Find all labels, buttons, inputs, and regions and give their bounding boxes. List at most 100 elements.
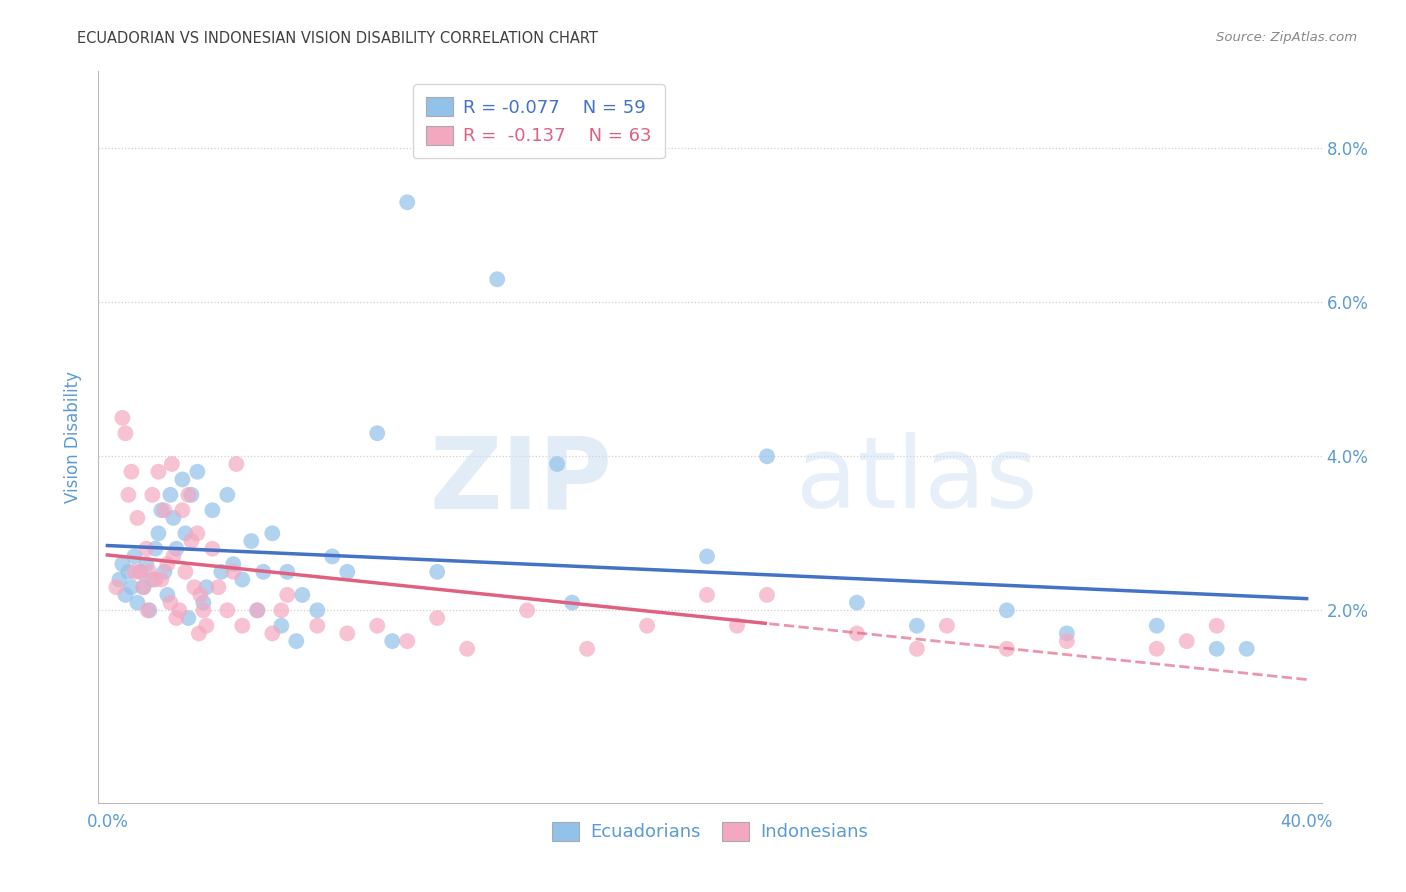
Point	[165, 611, 187, 625]
Point	[307, 618, 329, 632]
Point	[114, 588, 136, 602]
Point	[246, 603, 269, 617]
Point	[141, 488, 163, 502]
Point	[845, 626, 868, 640]
Point	[285, 634, 308, 648]
Point	[576, 641, 599, 656]
Point	[120, 580, 142, 594]
Point	[188, 588, 212, 602]
Point	[145, 541, 167, 556]
Point	[366, 426, 388, 441]
Point	[127, 596, 149, 610]
Point	[124, 549, 146, 564]
Point	[270, 603, 292, 617]
Point	[217, 603, 239, 617]
Point	[105, 580, 128, 594]
Point	[231, 618, 253, 632]
Point	[177, 488, 200, 502]
Point	[108, 573, 131, 587]
Point	[172, 472, 194, 486]
Point	[148, 526, 170, 541]
Point	[336, 626, 359, 640]
Point	[153, 565, 176, 579]
Point	[262, 526, 284, 541]
Point	[150, 503, 173, 517]
Point	[336, 565, 359, 579]
Point	[159, 488, 181, 502]
Point	[160, 457, 183, 471]
Point	[1146, 618, 1168, 632]
Point	[174, 565, 197, 579]
Point	[132, 580, 155, 594]
Point	[111, 557, 134, 571]
Point	[177, 611, 200, 625]
Point	[209, 565, 232, 579]
Legend: Ecuadorians, Indonesians: Ecuadorians, Indonesians	[546, 814, 875, 848]
Point	[180, 534, 202, 549]
Point	[1236, 641, 1258, 656]
Point	[845, 596, 868, 610]
Point	[135, 557, 157, 571]
Point	[725, 618, 748, 632]
Point	[162, 549, 184, 564]
Point	[426, 611, 449, 625]
Point	[132, 580, 155, 594]
Point	[148, 465, 170, 479]
Point	[217, 488, 239, 502]
Point	[193, 603, 215, 617]
Point	[262, 626, 284, 640]
Point	[114, 426, 136, 441]
Point	[696, 588, 718, 602]
Point	[1205, 618, 1227, 632]
Point	[546, 457, 568, 471]
Point	[905, 618, 928, 632]
Point	[129, 565, 152, 579]
Point	[165, 541, 187, 556]
Text: atlas: atlas	[796, 433, 1038, 530]
Point	[183, 580, 205, 594]
Point	[135, 541, 157, 556]
Point	[231, 573, 253, 587]
Text: ZIP: ZIP	[429, 433, 612, 530]
Point	[366, 618, 388, 632]
Point	[195, 618, 218, 632]
Point	[187, 626, 209, 640]
Point	[195, 580, 218, 594]
Point	[120, 465, 142, 479]
Point	[321, 549, 343, 564]
Point	[117, 565, 139, 579]
Point	[141, 573, 163, 587]
Point	[1056, 634, 1078, 648]
Point	[307, 603, 329, 617]
Point	[935, 618, 957, 632]
Y-axis label: Vision Disability: Vision Disability	[65, 371, 83, 503]
Point	[1146, 641, 1168, 656]
Point	[186, 526, 208, 541]
Point	[756, 588, 779, 602]
Point	[252, 565, 274, 579]
Point	[905, 641, 928, 656]
Point	[136, 603, 159, 617]
Point	[159, 596, 181, 610]
Point	[276, 565, 298, 579]
Point	[174, 526, 197, 541]
Point	[207, 580, 229, 594]
Point	[995, 641, 1018, 656]
Point	[1056, 626, 1078, 640]
Point	[240, 534, 263, 549]
Point	[270, 618, 292, 632]
Point	[396, 634, 419, 648]
Point	[145, 573, 167, 587]
Point	[222, 557, 245, 571]
Point	[193, 596, 215, 610]
Point	[124, 565, 146, 579]
Point	[127, 511, 149, 525]
Point	[222, 565, 245, 579]
Point	[995, 603, 1018, 617]
Point	[150, 573, 173, 587]
Point	[117, 488, 139, 502]
Point	[1205, 641, 1227, 656]
Point	[138, 565, 160, 579]
Point	[225, 457, 247, 471]
Point	[186, 465, 208, 479]
